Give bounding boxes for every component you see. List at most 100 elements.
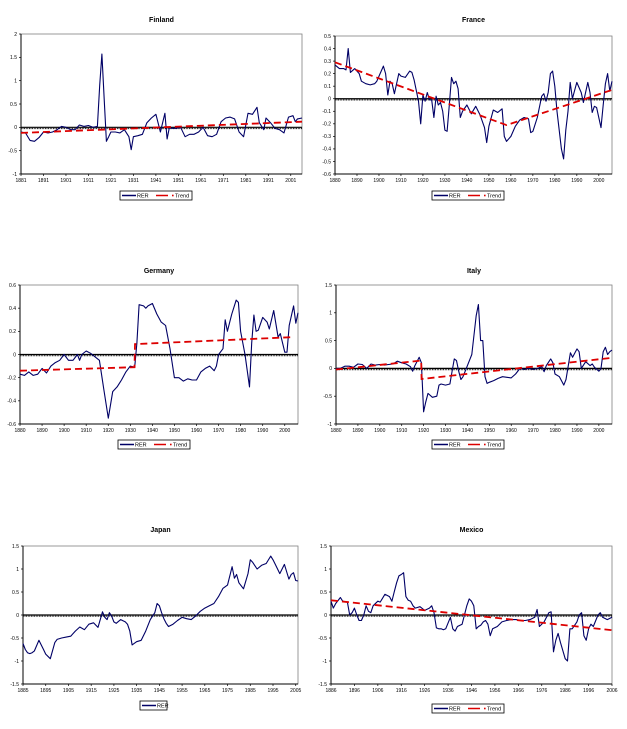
x-tick-label: 1880 [330, 428, 341, 434]
x-tick-label: 1976 [536, 688, 547, 694]
y-tick-label: -0.5 [323, 394, 332, 400]
x-tick-label: 2000 [593, 178, 604, 184]
x-tick-label: 1965 [199, 688, 210, 694]
series-rer-line [19, 299, 299, 419]
x-tick-label: 1950 [169, 428, 180, 434]
series-rer-line [336, 303, 613, 413]
y-tick-label: 0.4 [324, 46, 331, 52]
y-tick-label: -0.5 [322, 159, 331, 165]
y-tick-label: -0.3 [322, 134, 331, 140]
x-tick-label: 1966 [513, 688, 524, 694]
y-tick-label: 1.5 [12, 544, 19, 550]
legend: RER Trend [431, 190, 505, 201]
legend-marker-trend [484, 194, 486, 197]
x-tick-label: 1981 [240, 178, 251, 184]
x-tick-label: 1960 [191, 428, 202, 434]
y-tick-label: 0.5 [324, 34, 331, 40]
x-tick-label: 1891 [38, 178, 49, 184]
x-tick-label: 1901 [60, 178, 71, 184]
x-tick-label: 1980 [235, 428, 246, 434]
x-tick-label: 1970 [528, 428, 539, 434]
x-tick-label: 1910 [395, 178, 406, 184]
y-tick-label: -1 [15, 659, 20, 665]
x-tick-label: 1986 [560, 688, 571, 694]
x-tick-label: 1900 [374, 428, 385, 434]
series-trend-line [19, 336, 294, 372]
y-tick-label: 0.5 [325, 338, 332, 344]
legend-label-trend: Trend [487, 194, 501, 200]
x-tick-label: 1885 [17, 688, 28, 694]
x-tick-label: 1890 [37, 428, 48, 434]
y-tick-label: -0.4 [7, 399, 16, 405]
y-tick-label: 0 [13, 352, 16, 358]
y-tick-label: 0.5 [320, 590, 327, 596]
legend-label-rer: RER [157, 704, 169, 710]
chart-italy: Italy -1 -0.5 0 0.5 1 1.5 1880 1890 1900 1910 1920 1… [323, 268, 613, 450]
x-tick-label: 1975 [222, 688, 233, 694]
x-tick-label: 1920 [418, 428, 429, 434]
x-tick-label: 1890 [352, 428, 363, 434]
y-tick-label: 0.5 [12, 590, 19, 596]
chart-finland: Finland -1 -0.5 0 0.5 1 1.5 2 1881 1891 1901 1911 19… [8, 17, 303, 201]
x-tick-label: 1900 [373, 178, 384, 184]
y-tick-label: 0.3 [324, 59, 331, 65]
x-tick-label: 1930 [125, 428, 136, 434]
y-tick-label: 0.1 [324, 84, 331, 90]
legend-label-rer: RER [137, 194, 149, 200]
legend: RER Trend [119, 190, 193, 201]
legend-label-rer: RER [135, 443, 147, 449]
y-tick-label: 0.5 [10, 102, 17, 108]
x-tick-label: 1895 [40, 688, 51, 694]
y-tick-label: -0.6 [7, 422, 16, 428]
x-tick-label: 1940 [462, 428, 473, 434]
legend: RER Trend [431, 439, 505, 450]
x-tick-label: 1956 [489, 688, 500, 694]
x-tick-label: 1980 [549, 178, 560, 184]
x-tick-label: 1970 [527, 178, 538, 184]
y-tick-label: 0.2 [9, 329, 16, 335]
legend-label-rer: RER [449, 707, 461, 713]
y-tick-label: 1.5 [325, 283, 332, 289]
x-tick-label: 1910 [81, 428, 92, 434]
y-tick-label: -0.1 [322, 109, 331, 115]
legend-marker-trend [170, 443, 172, 446]
legend-label-trend: Trend [175, 194, 189, 200]
x-tick-label: 1940 [147, 428, 158, 434]
legend-marker-trend [172, 194, 174, 197]
y-tick-label: -0.5 [8, 148, 17, 154]
x-tick-label: 1931 [128, 178, 139, 184]
x-tick-label: 2000 [593, 428, 604, 434]
series-rer-line [20, 53, 303, 151]
x-tick-label: 1951 [173, 178, 184, 184]
x-tick-label: 1985 [245, 688, 256, 694]
chart-japan: Japan -1.5 -1 -0.5 0 0.5 1 1.5 1885 1895 1905 1915 1… [10, 527, 302, 711]
x-tick-label: 2006 [606, 688, 617, 694]
y-tick-label: 0 [324, 613, 327, 619]
y-tick-label: 1 [14, 78, 17, 84]
x-tick-label: 1880 [329, 178, 340, 184]
y-tick-label: -0.5 [10, 636, 19, 642]
x-tick-label: 1950 [484, 428, 495, 434]
chart-germany: Germany -0.6 -0.4 -0.2 0 0.2 0.4 0.6 1880 1890 190… [7, 268, 299, 450]
chart-title: Japan [150, 527, 170, 534]
legend-marker-trend [484, 443, 486, 446]
chart-title: Mexico [460, 527, 484, 534]
x-tick-label: 2005 [290, 688, 301, 694]
y-tick-label: 1 [329, 311, 332, 317]
x-tick-label: 1941 [150, 178, 161, 184]
x-tick-label: 1950 [483, 178, 494, 184]
x-tick-label: 1905 [63, 688, 74, 694]
series-trend-line [20, 120, 303, 134]
y-tick-label: -1.5 [318, 682, 327, 688]
x-tick-label: 1906 [372, 688, 383, 694]
x-tick-label: 1916 [396, 688, 407, 694]
x-tick-label: 1971 [218, 178, 229, 184]
chart-title: Finland [149, 17, 174, 24]
x-tick-label: 1991 [263, 178, 274, 184]
series-rer-line [334, 47, 613, 160]
y-tick-label: -1 [13, 172, 18, 178]
chart-title: Germany [144, 268, 174, 275]
y-tick-label: -0.2 [322, 122, 331, 128]
y-tick-label: 0.4 [9, 306, 16, 312]
x-tick-label: 1930 [440, 428, 451, 434]
